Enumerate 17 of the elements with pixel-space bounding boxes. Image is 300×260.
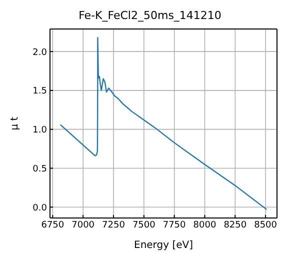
y-tick-label: 0.0: [32, 203, 48, 214]
x-axis-title: Energy [eV]: [134, 240, 194, 251]
y-tick-label: 2.0: [32, 48, 48, 58]
x-tick-label: 7000: [72, 220, 95, 230]
x-tick-label: 8500: [254, 220, 278, 230]
x-tick-label: 6750: [41, 220, 64, 230]
chart-title: Fe-K_FeCl2_50ms_141210: [78, 8, 222, 24]
x-tick-label: 7500: [132, 220, 156, 230]
y-tick-label: 0.5: [32, 164, 47, 174]
x-tick-label: 8000: [193, 220, 216, 230]
y-axis-title: μ t: [10, 116, 21, 130]
x-tick-label: 8250: [224, 220, 247, 230]
x-tick-label: 7250: [102, 220, 126, 230]
y-tick-label: 1.5: [32, 86, 47, 97]
x-tick-label: 7750: [162, 220, 186, 230]
y-tick-label: 1.0: [32, 126, 48, 136]
line-series: [60, 36, 268, 210]
